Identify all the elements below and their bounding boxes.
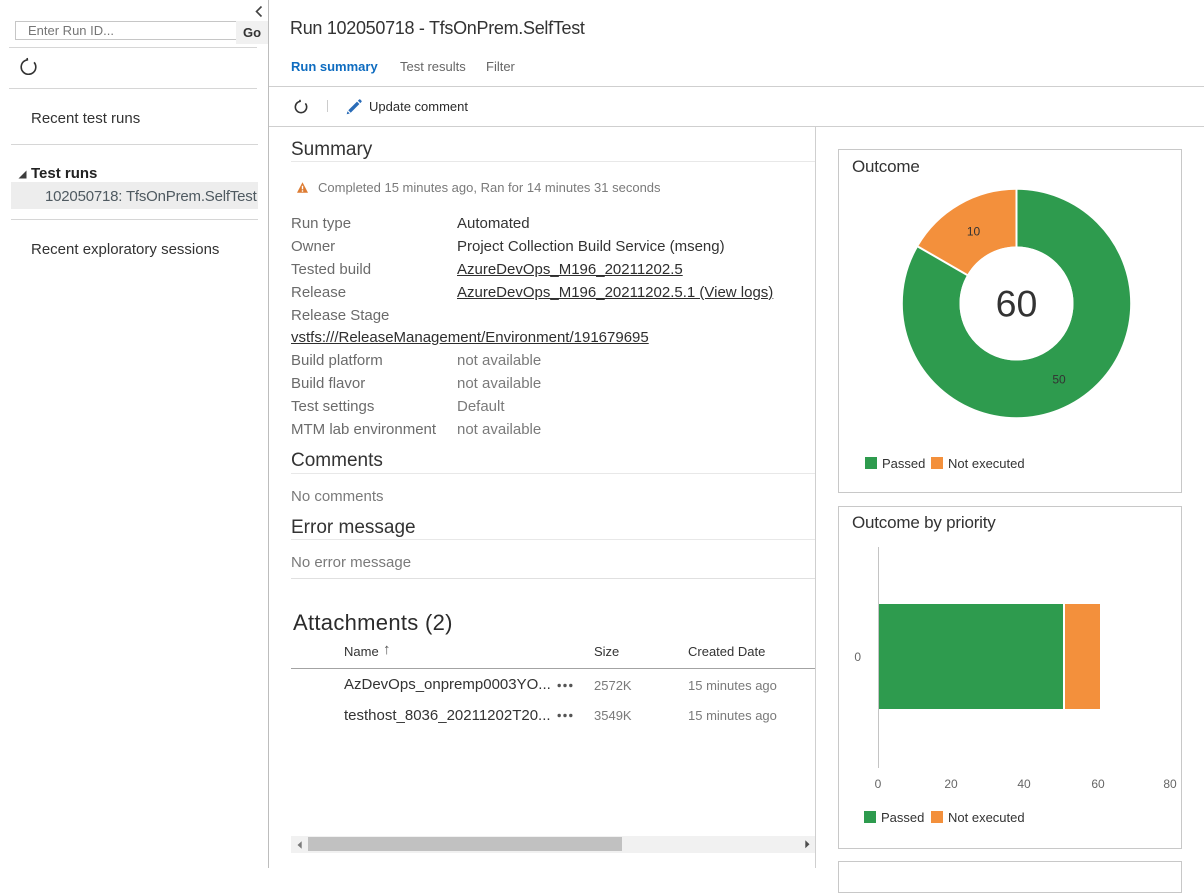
svg-text:60: 60 [996,283,1038,325]
svg-text:10: 10 [967,225,981,239]
svg-text:50: 50 [1052,373,1066,387]
